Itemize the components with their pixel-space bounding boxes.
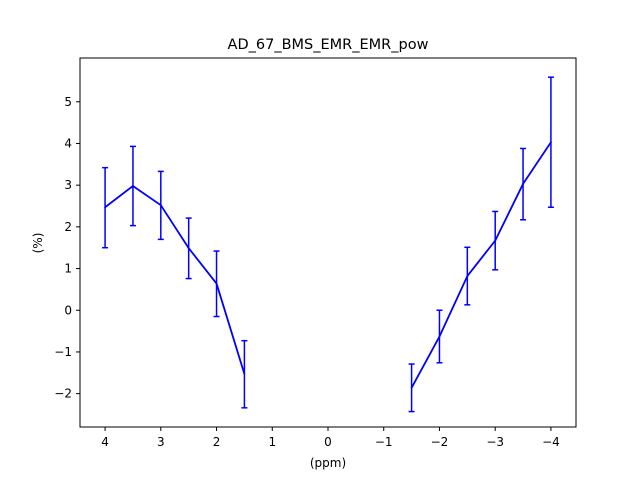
y-tick-label: 0	[64, 303, 72, 317]
y-tick-label: −1	[54, 345, 72, 359]
data-point	[187, 247, 190, 250]
data-point	[494, 239, 497, 242]
data-point	[132, 185, 134, 187]
y-tick-label: 1	[64, 262, 72, 276]
data-point	[550, 141, 552, 144]
plot-frame	[79, 57, 577, 428]
y-tick-label: 5	[64, 95, 72, 109]
x-tick-label: 2	[213, 435, 221, 449]
y-axis: −2 −1 0 1 2 3 4 5	[54, 95, 80, 401]
series-line-1	[104, 185, 246, 375]
y-tick-label: −2	[54, 387, 72, 401]
x-tick-label: −2	[431, 435, 449, 449]
x-tick-label: 0	[324, 435, 332, 449]
series-line-2	[410, 141, 552, 389]
y-tick-label: 4	[64, 136, 72, 150]
data-point	[410, 386, 413, 389]
x-tick-label: 4	[101, 435, 109, 449]
x-axis: 4 3 2 1 0 −1 −2 −3 −4	[101, 427, 560, 449]
data-point	[466, 275, 469, 277]
data-point	[522, 183, 524, 185]
data-point	[104, 206, 106, 209]
x-tick-label: −3	[486, 435, 504, 449]
data-point	[243, 373, 246, 375]
x-axis-label: (ppm)	[310, 456, 346, 470]
data-point	[159, 204, 162, 207]
y-axis-label: (%)	[31, 233, 45, 254]
chart-title: AD_67_BMS_EMR_EMR_pow	[228, 37, 429, 53]
x-tick-label: 1	[268, 435, 276, 449]
plot-area	[102, 76, 554, 413]
x-tick-label: −1	[375, 435, 393, 449]
x-tick-label: −4	[542, 435, 560, 449]
data-point	[438, 335, 441, 338]
y-tick-label: 3	[64, 178, 72, 192]
x-tick-label: 3	[157, 435, 165, 449]
data-point	[215, 282, 218, 285]
y-tick-label: 2	[64, 220, 72, 234]
